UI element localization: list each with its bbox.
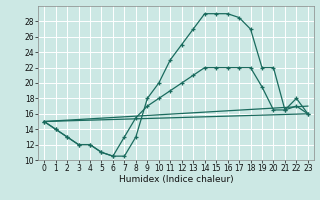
X-axis label: Humidex (Indice chaleur): Humidex (Indice chaleur) bbox=[119, 175, 233, 184]
